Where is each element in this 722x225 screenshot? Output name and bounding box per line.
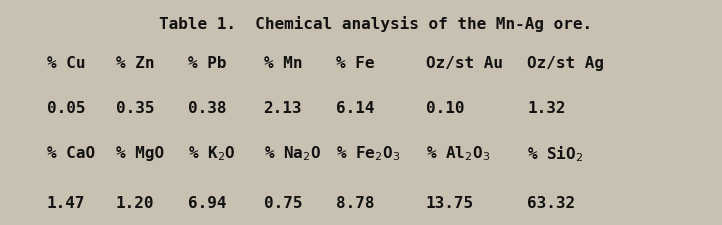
Text: 0.35: 0.35 (116, 101, 154, 115)
Text: 13.75: 13.75 (426, 195, 474, 210)
Text: 6.14: 6.14 (336, 101, 374, 115)
Text: Oz/st Au: Oz/st Au (426, 56, 503, 70)
Text: 0.75: 0.75 (264, 195, 302, 210)
Text: % Pb: % Pb (188, 56, 226, 70)
Text: % SiO$_2$: % SiO$_2$ (527, 143, 583, 163)
Text: 0.38: 0.38 (188, 101, 226, 115)
Text: % Fe$_2$O$_3$: % Fe$_2$O$_3$ (336, 144, 400, 162)
Text: % Fe: % Fe (336, 56, 374, 70)
Text: % Cu: % Cu (47, 56, 85, 70)
Text: % CaO: % CaO (47, 146, 95, 160)
Text: 0.05: 0.05 (47, 101, 85, 115)
Text: % Mn: % Mn (264, 56, 302, 70)
Text: 2.13: 2.13 (264, 101, 302, 115)
Text: 6.94: 6.94 (188, 195, 226, 210)
Text: % Na$_2$O: % Na$_2$O (264, 144, 321, 162)
Text: 0.10: 0.10 (426, 101, 464, 115)
Text: 1.32: 1.32 (527, 101, 565, 115)
Text: 1.47: 1.47 (47, 195, 85, 210)
Text: % Zn: % Zn (116, 56, 154, 70)
Text: % K$_2$O: % K$_2$O (188, 144, 235, 162)
Text: Oz/st Ag: Oz/st Ag (527, 56, 604, 70)
Text: % Al$_2$O$_3$: % Al$_2$O$_3$ (426, 144, 490, 162)
Text: 1.20: 1.20 (116, 195, 154, 210)
Text: Table 1.  Chemical analysis of the Mn-Ag ore.: Table 1. Chemical analysis of the Mn-Ag … (159, 16, 592, 32)
Text: % MgO: % MgO (116, 146, 164, 160)
Text: 8.78: 8.78 (336, 195, 374, 210)
Text: 63.32: 63.32 (527, 195, 575, 210)
